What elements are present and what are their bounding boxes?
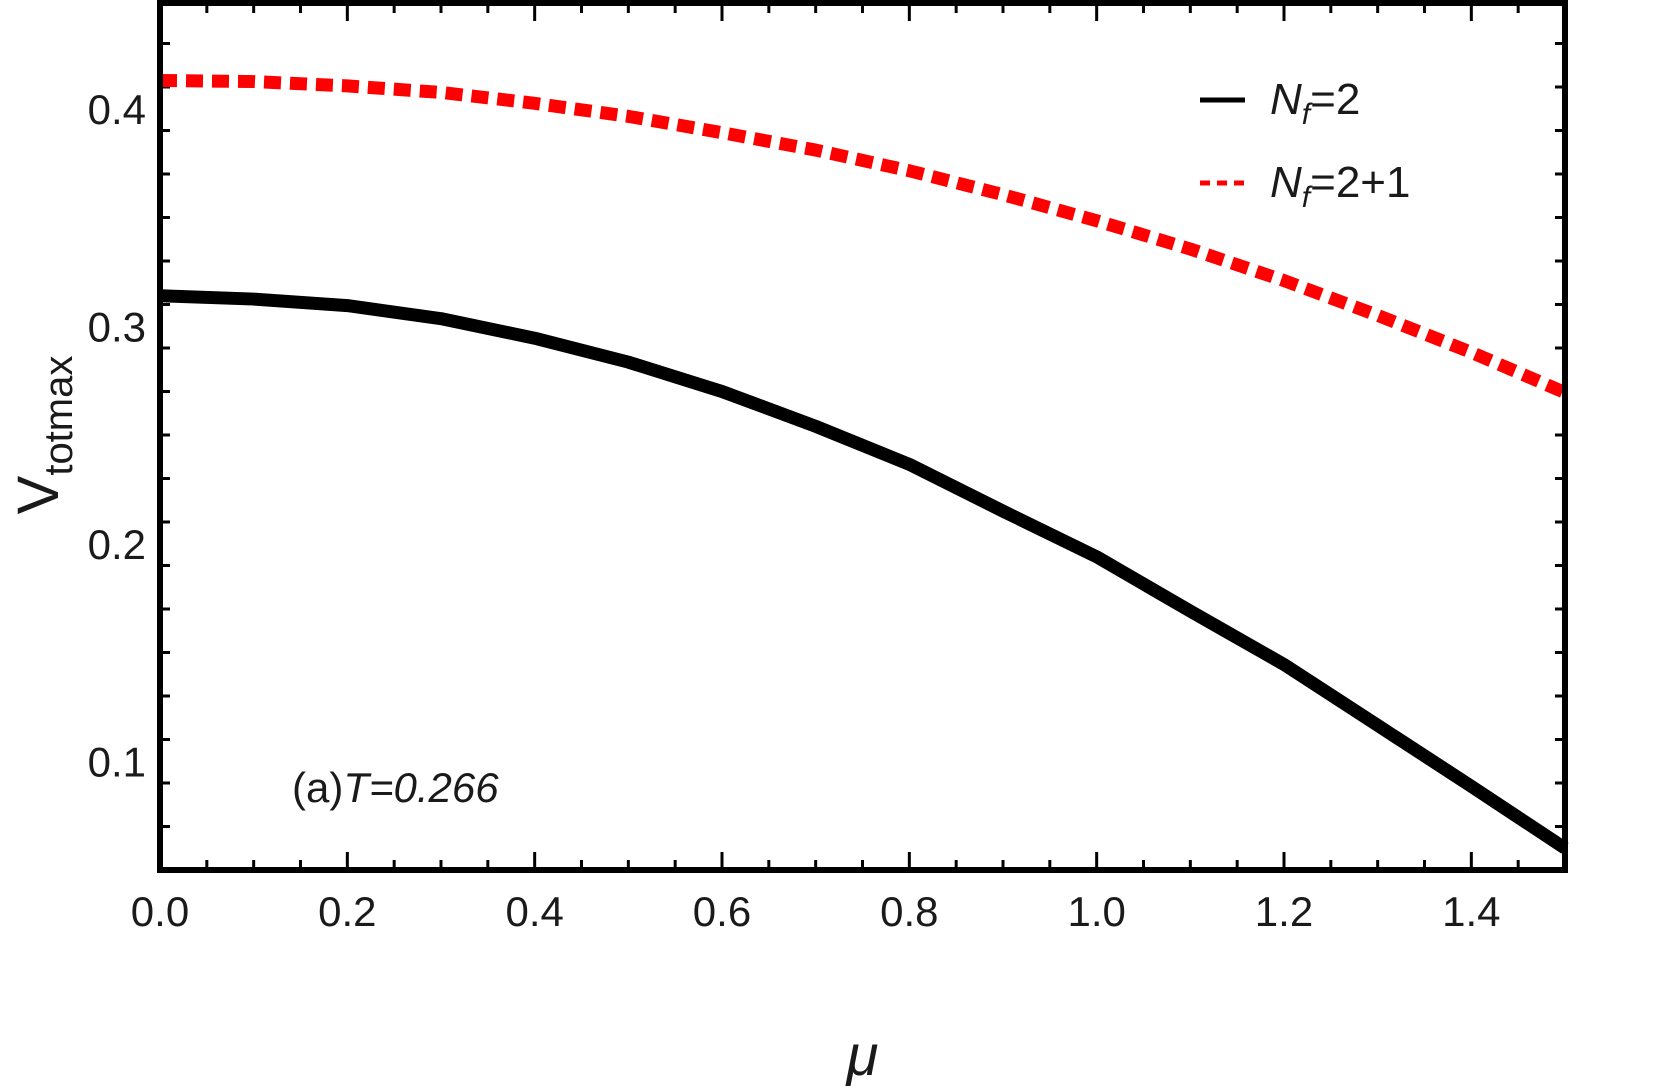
legend: Nf=2 Nf=2+1 [1200,75,1410,214]
y-axis-title: Vtotmax [6,356,81,515]
series-nf2-line [159,289,1569,854]
plot-frame [157,0,1568,873]
y-tick-label: 0.3 [88,303,146,350]
x-tick-label: 1.0 [1067,888,1125,935]
ticks-layer: 0.0 0.2 0.4 0.6 0.8 1.0 1.2 1.4 0.1 0.2 0.3 0.4 [88,0,1567,935]
legend-label-nf2: Nf=2 [1270,75,1360,131]
x-tick-label: 0.0 [131,888,189,935]
y-axis-title-sub: totmax [37,356,81,476]
x-tick-label: 0.2 [318,888,376,935]
x-tick-label: 0.4 [505,888,563,935]
x-axis-title: μ [845,1023,879,1088]
x-tick-label: 1.4 [1442,888,1500,935]
x-tick-label: 1.2 [1255,888,1313,935]
series-layer [159,73,1569,854]
y-tick-label: 0.4 [88,86,146,133]
x-tick-label: 0.6 [693,888,751,935]
x-tick-label: 0.8 [880,888,938,935]
y-tick-label: 0.1 [88,738,146,785]
series-nf21-line [159,73,1568,399]
y-axis-title-main: V [6,475,71,514]
legend-label-nf21: Nf=2+1 [1270,158,1410,214]
legend-entry-nf21: Nf=2+1 [1200,158,1410,214]
y-tick-label: 0.2 [88,521,146,568]
legend-entry-nf2: Nf=2 [1200,75,1360,131]
temperature-annotation: (a)T=0.266 [292,764,499,811]
